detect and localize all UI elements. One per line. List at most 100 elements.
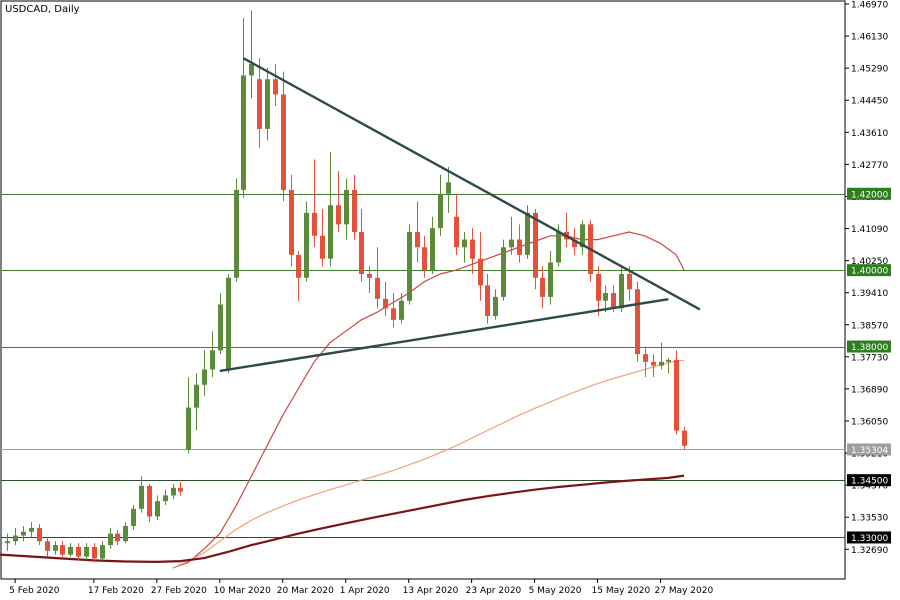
candle-body <box>218 304 223 351</box>
level-badge-label: 1.33000 <box>851 534 888 544</box>
y-tick-label: 1.40250 <box>851 257 888 267</box>
candle-body <box>21 531 26 536</box>
candle-body <box>391 308 396 320</box>
candle-body <box>651 361 656 366</box>
candle-body <box>470 239 475 259</box>
x-tick-label: 20 Mar 2020 <box>277 586 334 596</box>
x-tick-label: 13 Apr 2020 <box>403 586 459 596</box>
candle-body <box>540 277 545 297</box>
candle-body <box>462 239 467 248</box>
candle-body <box>619 273 624 309</box>
y-tick-label: 1.38570 <box>851 321 888 331</box>
candle-body <box>533 212 538 278</box>
chart-title: USDCAD, Daily <box>5 4 80 15</box>
level-badge-label: 1.40000 <box>851 267 888 277</box>
x-axis: 5 Feb 2020 17 Feb 2020 27 Feb 2020 10 Mar 2… <box>9 579 713 596</box>
y-tick-label: 1.36890 <box>851 385 888 395</box>
level-badge-label: 1.42000 <box>851 190 888 200</box>
candle-body <box>446 182 451 194</box>
candle-body <box>45 541 50 551</box>
candle-body <box>627 273 632 290</box>
candle-body <box>163 495 168 502</box>
x-tick-label: 15 May 2020 <box>592 586 651 596</box>
y-tick-label: 1.32690 <box>851 546 888 556</box>
candle-body <box>37 527 42 542</box>
candle-body <box>367 273 372 278</box>
y-tick-label: 1.33530 <box>851 514 888 524</box>
trendline-1 <box>242 57 701 311</box>
trendline-2 <box>219 297 669 373</box>
y-tick-label: 1.41090 <box>851 225 888 235</box>
plot-frame <box>0 0 846 580</box>
candle-body <box>100 545 105 559</box>
x-tick-label: 1 Apr 2020 <box>340 586 390 596</box>
candle-body <box>210 350 215 370</box>
candle-body <box>659 361 664 366</box>
moving-average-line-1 <box>172 231 685 569</box>
candle-body <box>359 231 364 274</box>
level-badge <box>847 340 891 353</box>
x-tick-label: 27 Feb 2020 <box>151 586 207 596</box>
level-badge <box>847 474 891 487</box>
candle-body <box>60 545 65 555</box>
candle-body <box>304 212 309 278</box>
level-badge <box>847 443 891 456</box>
candle-body <box>226 277 231 370</box>
candle-body <box>249 63 254 76</box>
candle-body <box>53 545 58 551</box>
candle-body <box>178 487 183 492</box>
candle-body <box>666 359 671 362</box>
level-badge-label: 1.34500 <box>851 477 888 487</box>
y-tick-label: 1.46970 <box>851 1 888 11</box>
candle-body <box>603 293 608 301</box>
candle-body <box>241 75 246 190</box>
x-tick-label: 5 May 2020 <box>529 586 582 596</box>
candle-body <box>194 384 199 408</box>
y-tick-label: 1.37730 <box>851 353 888 363</box>
candle-body <box>344 189 349 225</box>
candle-body <box>674 359 679 431</box>
x-tick-label: 10 Mar 2020 <box>214 586 271 596</box>
y-tick-label: 1.34370 <box>851 482 888 492</box>
candle-body <box>139 485 144 509</box>
candle-body <box>525 212 530 255</box>
candle-body <box>635 289 640 355</box>
candle-body <box>485 285 490 316</box>
candle-body <box>407 231 412 301</box>
candle-body <box>556 231 561 263</box>
y-tick-label: 1.36050 <box>851 417 888 427</box>
candle-body <box>13 535 18 542</box>
candle-body <box>296 254 301 278</box>
candle-body <box>682 430 687 446</box>
candle-body <box>68 546 73 555</box>
candle-body <box>611 293 616 309</box>
x-tick-label: 23 Apr 2020 <box>466 586 522 596</box>
moving-averages <box>0 231 685 569</box>
candle-body <box>438 193 443 229</box>
candle-body <box>328 205 333 259</box>
x-tick-label: 5 Feb 2020 <box>9 586 60 596</box>
candle-body <box>478 258 483 286</box>
level-badge <box>847 531 891 544</box>
candle-body <box>108 533 113 546</box>
candle-body <box>572 239 577 248</box>
candle-body <box>234 189 239 278</box>
candle-body <box>375 277 380 299</box>
level-badge-label: 1.35304 <box>851 446 888 456</box>
candle-body <box>202 369 207 385</box>
candle-body <box>147 485 152 517</box>
x-tick-label: 17 Feb 2020 <box>88 586 144 596</box>
level-badges: 1.42000 1.40000 1.38000 1.35304 1.34500 1.330… <box>847 187 891 544</box>
candle-body <box>171 487 176 496</box>
y-tick-label: 1.39410 <box>851 289 888 299</box>
level-badge-label: 1.38000 <box>851 343 888 353</box>
level-badge <box>847 187 891 200</box>
candle-body <box>399 300 404 320</box>
y-tick-label: 1.44450 <box>851 97 888 107</box>
candle-body <box>265 79 270 129</box>
candle-body <box>289 189 294 255</box>
candle-body <box>76 546 81 557</box>
candle-body <box>281 94 286 190</box>
moving-average-line-3 <box>0 474 685 564</box>
